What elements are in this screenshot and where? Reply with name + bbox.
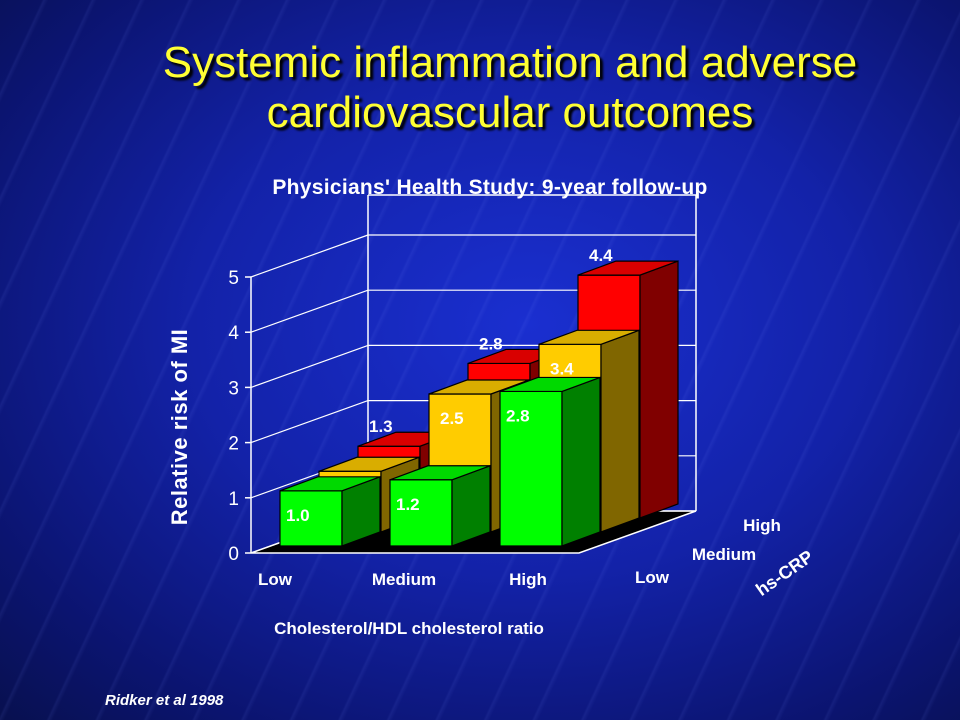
x-axis-label: Cholesterol/HDL cholesterol ratio bbox=[274, 619, 544, 638]
bar-value-label: 2.8 bbox=[479, 334, 503, 353]
y-tick-label: 2 bbox=[228, 434, 239, 455]
citation: Ridker et al 1998 bbox=[105, 692, 224, 709]
chart-title: Physicians' Health Study: 9-year follow-… bbox=[272, 176, 708, 199]
bar-top bbox=[279, 476, 381, 492]
bar-top bbox=[538, 329, 640, 345]
bar-side bbox=[561, 376, 601, 547]
gridline-side bbox=[250, 289, 369, 333]
bar-top bbox=[577, 260, 679, 276]
y-tick-label: 3 bbox=[228, 378, 239, 399]
y-tick-label: 5 bbox=[228, 268, 239, 289]
bar-top bbox=[428, 379, 530, 395]
x-tick-label: Medium bbox=[372, 570, 436, 589]
chart-bars: 1.32.84.41.12.53.41.01.22.8 bbox=[279, 246, 679, 547]
bar-top bbox=[318, 456, 420, 472]
y-axis-label: Relative risk of MI bbox=[167, 329, 192, 526]
bar-value-label: 1.0 bbox=[286, 506, 310, 525]
z-tick-label: High bbox=[743, 516, 781, 535]
y-tick-label: 4 bbox=[228, 323, 239, 344]
gridline-side bbox=[250, 234, 369, 278]
bar-top bbox=[499, 376, 601, 393]
bar-value-label: 2.5 bbox=[440, 409, 464, 428]
x-tick-label: Low bbox=[258, 570, 293, 589]
gridline-side bbox=[250, 344, 369, 388]
bar-value-label: 2.8 bbox=[506, 406, 530, 425]
z-tick-label: Medium bbox=[692, 545, 756, 564]
x-tick-label: High bbox=[509, 570, 547, 589]
bar-value-label: 3.4 bbox=[550, 359, 574, 378]
bar-value-label: 1.3 bbox=[369, 417, 393, 436]
z-axis-label: hs-CRP bbox=[752, 546, 817, 600]
slide-title: Systemic inflammation and adverse cardio… bbox=[162, 38, 858, 137]
bar-side bbox=[639, 260, 679, 519]
y-tick-label: 1 bbox=[228, 489, 239, 510]
bar-top bbox=[389, 465, 491, 481]
chart-labels: 0 1 2 3 4 5 Low Medium High High Medium Low bbox=[228, 268, 780, 589]
z-tick-label: Low bbox=[635, 568, 670, 587]
gridline-side bbox=[250, 400, 369, 444]
bar-value-label: 1.2 bbox=[396, 495, 420, 514]
y-tick-label: 0 bbox=[228, 544, 239, 565]
bar-value-label: 4.4 bbox=[589, 246, 613, 265]
bar-side bbox=[600, 329, 640, 533]
